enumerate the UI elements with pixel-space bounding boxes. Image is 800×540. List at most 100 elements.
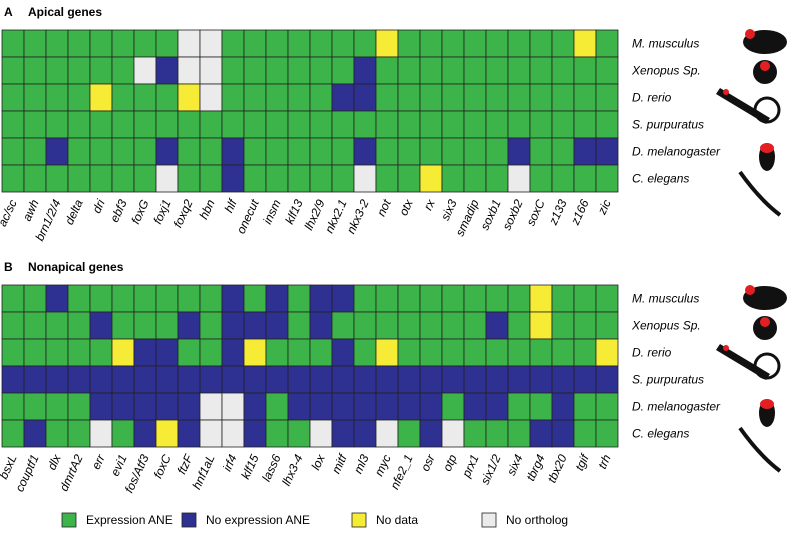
cell [485,110,509,139]
cell [507,56,531,85]
column-label: zic [594,197,613,217]
cell [133,137,157,166]
cell [23,137,47,166]
cell [155,164,179,193]
cell [111,56,135,85]
cell [463,29,487,58]
cell [309,392,333,421]
cell [177,164,201,193]
cell [1,56,25,85]
column-label: soxb2 [499,197,525,232]
cell [199,365,223,394]
cell [221,29,245,58]
cell [155,83,179,112]
cell [309,284,333,313]
cell [529,419,553,448]
panel-title: Apical genes [28,5,102,19]
cell [287,365,311,394]
cell [573,392,597,421]
cell [287,137,311,166]
cell [573,110,597,139]
cell [287,164,311,193]
cell [199,137,223,166]
cell [419,311,443,340]
cell [551,311,575,340]
cell [89,110,113,139]
column-label: myc [372,452,394,478]
cell [177,137,201,166]
legend-swatch [481,512,497,528]
cell [221,419,245,448]
cell [331,338,355,367]
cell [419,164,443,193]
cell [397,110,421,139]
cell [155,56,179,85]
cell [463,311,487,340]
cell [419,365,443,394]
column-label: six1/2 [478,452,504,487]
cell [265,419,289,448]
cell [507,419,531,448]
column-label: klf13 [282,197,306,226]
cell [309,110,333,139]
cell [265,137,289,166]
cell [441,164,465,193]
column-label: hbn [197,197,218,221]
legend-label: No data [376,513,418,527]
cell [1,83,25,112]
cell [89,311,113,340]
cell [199,311,223,340]
cell [287,311,311,340]
column-label: klf15 [238,452,262,481]
cell [265,83,289,112]
cell [287,110,311,139]
cell [441,137,465,166]
cell [221,110,245,139]
cell [595,365,619,394]
cell [133,311,157,340]
cell [397,164,421,193]
cell [595,56,619,85]
column-label: not [374,197,394,219]
cell [199,110,223,139]
cell [463,164,487,193]
cell [507,365,531,394]
cell [485,137,509,166]
cell [441,338,465,367]
cell [155,338,179,367]
cell [89,164,113,193]
row-label: C. elegans [632,172,689,186]
cell [573,56,597,85]
column-label: trh [595,452,614,471]
cell [529,83,553,112]
cell [1,164,25,193]
column-label: mitf [329,451,351,476]
cell [221,311,245,340]
cell [507,392,531,421]
panel-label: B [4,260,13,274]
cell [507,29,531,58]
column-label: evi1 [108,452,130,478]
column-label: delta [62,197,86,227]
cell [551,392,575,421]
cell [375,392,399,421]
cell [133,284,157,313]
cell [485,365,509,394]
cell [573,284,597,313]
cell [221,365,245,394]
cell [67,392,91,421]
cell [177,56,201,85]
cell [177,365,201,394]
cell [67,284,91,313]
cell [1,110,25,139]
cell [1,419,25,448]
cell [133,83,157,112]
cell [133,365,157,394]
cell [309,338,333,367]
cell [89,29,113,58]
column-label: lox [309,451,329,472]
cell [111,338,135,367]
cell [441,311,465,340]
cell [485,338,509,367]
cell [463,56,487,85]
